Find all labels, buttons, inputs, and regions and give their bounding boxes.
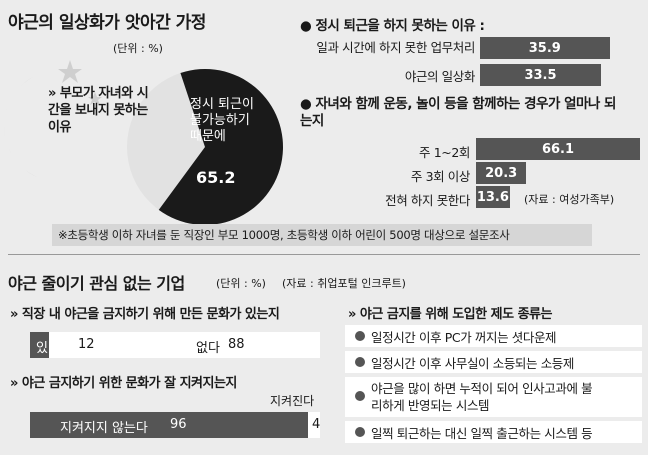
q2-title: » 야근 금지하기 위한 문화가 잘 지켜지는지 <box>10 376 237 391</box>
reason-bar-1: 33.5 <box>480 64 601 86</box>
pie-slice-label: 정시 퇴근이 불가능하기 때문에 <box>190 97 254 144</box>
q2-notkept-value: 96 <box>170 417 187 432</box>
freq-value-1: 20.3 <box>485 165 518 181</box>
system-text-0: 일정시간 이후 PC가 꺼지는 셧다운제 <box>371 329 557 345</box>
q2-kept-label: 지켜진다 <box>270 394 315 408</box>
reason-bar-0: 35.9 <box>480 37 610 59</box>
bullet-icon <box>355 427 365 437</box>
q2-notkept-label: 지켜지지 않는다 <box>60 421 148 436</box>
reason-label-1: 야근의 일상화 <box>404 69 476 84</box>
frequency-title: ● 자녀와 함께 운동, 놀이 등을 함께하는 경우가 얼마나 되는지 <box>300 96 616 129</box>
q1-no-label: 없다 <box>196 341 220 356</box>
star-icon <box>58 60 82 83</box>
reasons-row: 일과 시간에 하지 못한 업무처리 <box>270 37 475 55</box>
pie-unit: (단위 : %) <box>113 42 163 55</box>
pie-slice-value: 65.2 <box>196 168 236 187</box>
q2-notkept-bar <box>30 412 309 438</box>
reasons-title: ● 정시 퇴근을 하지 못하는 이유 : <box>300 18 485 34</box>
q2-kept-value: 4 <box>312 417 321 432</box>
system-item-2: 야근을 많이 하면 누적이 되어 인사고과에 불리하게 반영되는 시스템 <box>345 377 642 417</box>
freq-label-2: 전혀 하지 못한다 <box>385 193 470 208</box>
bottom-title: 야근 줄이기 관심 없는 기업 <box>8 274 185 293</box>
pie-slice-main <box>158 69 283 225</box>
reason-value-0: 35.9 <box>528 40 561 56</box>
frequency-source: (자료 : 여성가족부) <box>524 193 615 206</box>
system-text-1: 일정시간 이후 사무실이 소등되는 소등제 <box>371 355 574 371</box>
pie-section-title: 야근의 일상화가 앗아간 가정 <box>8 13 206 33</box>
system-text-3: 일찍 퇴근하는 대신 일찍 출근하는 시스템 등 <box>371 425 593 441</box>
q1-yes-label: 있다 <box>36 341 60 356</box>
system-item-1: 일정시간 이후 사무실이 소등되는 소등제 <box>345 351 642 373</box>
system-text-2: 야근을 많이 하면 누적이 되어 인사고과에 불리하게 반영되는 시스템 <box>371 381 593 413</box>
system-item-0: 일정시간 이후 PC가 꺼지는 셧다운제 <box>345 325 642 347</box>
reasons-row: 야근의 일상화 <box>270 66 476 84</box>
freq-label-1: 주 3회 이상 <box>410 169 471 184</box>
system-item-3: 일찍 퇴근하는 대신 일찍 출근하는 시스템 등 <box>345 421 642 443</box>
freq-bar-1: 20.3 <box>476 162 527 184</box>
bottom-source: (자료 : 취업포털 인크루트) <box>282 277 406 290</box>
divider <box>8 254 640 255</box>
bullet-icon <box>355 331 365 341</box>
q1-title: » 직장 내 야근을 금지하기 위해 만든 문화가 있는지 <box>10 307 280 322</box>
bottom-unit: (단위 : %) <box>216 277 266 290</box>
bullet-icon <box>355 357 365 367</box>
reason-label-0: 일과 시간에 하지 못한 업무처리 <box>316 40 475 55</box>
freq-row: 주 3회 이상 <box>300 164 471 184</box>
freq-value-2: 13.6 <box>476 189 509 205</box>
survey-note: ※초등학생 이하 자녀를 둔 직장인 부모 1000명, 초등학생 이하 어린이… <box>52 224 592 246</box>
q1-bar-track: 있다 12 없다 88 <box>30 332 320 358</box>
freq-bar-0: 66.1 <box>476 138 640 160</box>
star-icon-2 <box>88 92 102 105</box>
freq-row: 주 1~2회 <box>300 140 470 160</box>
freq-label-0: 주 1~2회 <box>419 145 470 160</box>
bullet-icon <box>355 391 365 401</box>
q1-no-value: 88 <box>228 337 245 352</box>
freq-value-0: 66.1 <box>541 141 575 157</box>
q1-yes-bar <box>30 332 50 358</box>
q1-yes-value: 12 <box>78 337 95 352</box>
q2-bar-track: 지켜지지 않는다 96 4 <box>30 412 320 438</box>
pie-question-label: » 부모가 자녀와 시간을 보내지 못하는 이유 <box>48 86 149 135</box>
pie-chart <box>3 60 283 225</box>
freq-bar-2: 13.6 <box>476 186 510 208</box>
systems-title: » 야근 금지를 위해 도입한 제도 종류는 <box>348 307 552 322</box>
reason-value-1: 33.5 <box>524 67 557 83</box>
freq-row: 전혀 하지 못한다 <box>300 188 470 208</box>
